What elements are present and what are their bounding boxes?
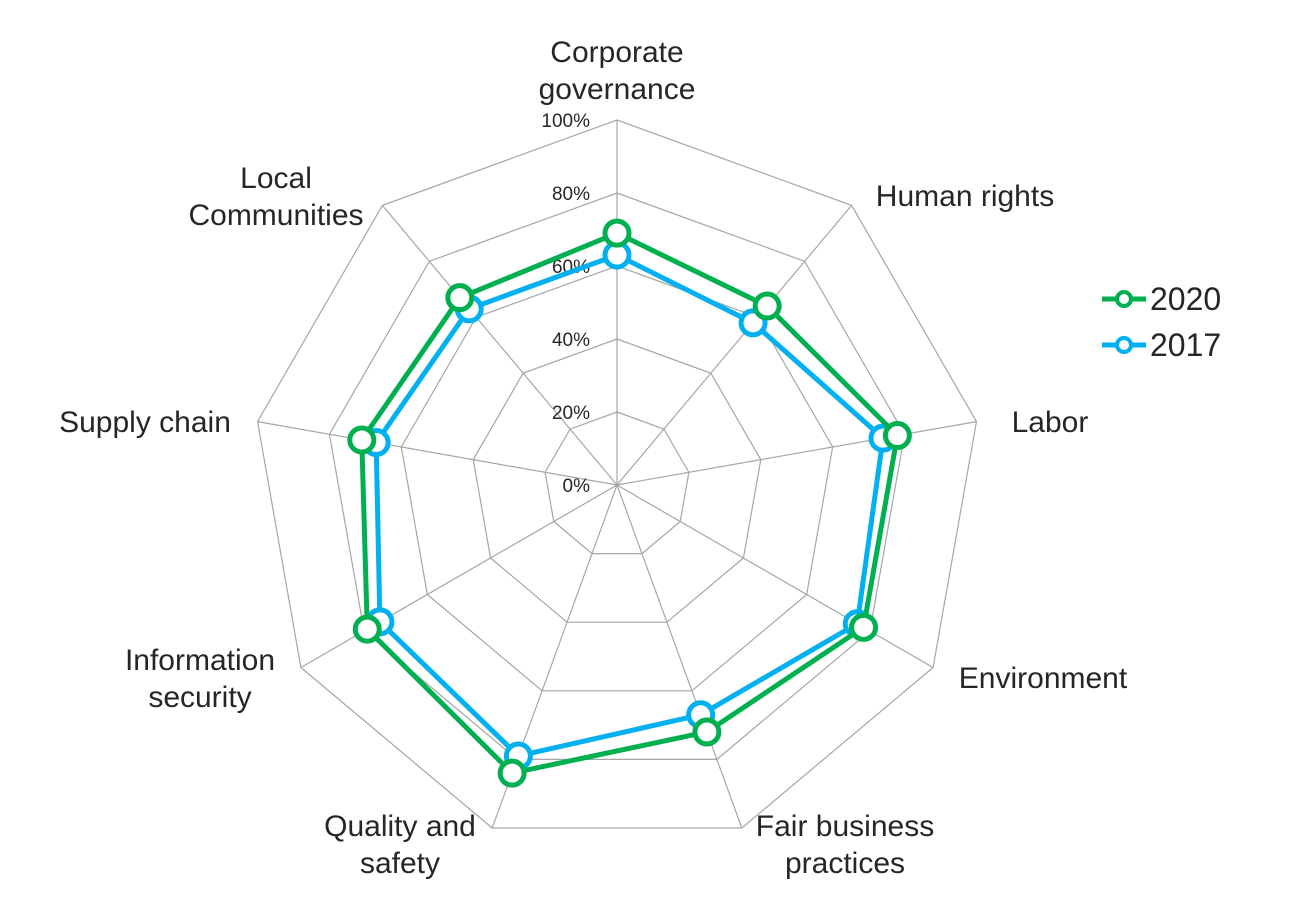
category-label: Supply chain xyxy=(59,406,231,439)
series-line xyxy=(373,252,886,759)
category-label: Fair business practices xyxy=(756,810,934,880)
category-label: Human rights xyxy=(876,180,1054,213)
legend-label-2020: 2020 xyxy=(1150,280,1222,317)
data-point-marker xyxy=(752,291,782,321)
series-line xyxy=(359,230,900,776)
grid-ring xyxy=(256,119,978,829)
data-point-marker xyxy=(692,717,722,747)
tick-label: 0% xyxy=(563,476,591,497)
data-point-marker xyxy=(882,421,912,451)
series-2017 xyxy=(361,240,898,771)
series-2020 xyxy=(347,218,912,788)
tick-label: 40% xyxy=(552,330,590,351)
category-label: Labor xyxy=(1012,406,1089,439)
tick-label: 20% xyxy=(552,403,590,424)
grid-ring xyxy=(472,338,762,623)
category-label: Corporate governance xyxy=(539,36,696,106)
legend-item-2017: 2017 xyxy=(1100,322,1221,368)
tick-label: 80% xyxy=(552,184,590,205)
radar-grid xyxy=(256,119,978,829)
data-point-marker xyxy=(445,283,475,313)
radial-tick-labels: 0%20%40%60%80%100% xyxy=(541,111,590,497)
grid-spoke xyxy=(381,205,618,486)
legend: 2020 2017 xyxy=(1100,276,1221,368)
legend-label-2017: 2017 xyxy=(1150,326,1222,363)
data-point-marker xyxy=(602,218,632,248)
data-point-marker xyxy=(347,425,377,455)
grid-ring xyxy=(544,411,690,555)
grid-spoke xyxy=(616,205,853,486)
grid-spoke xyxy=(616,484,934,669)
category-label: Quality and safety xyxy=(324,810,476,880)
tick-label: 100% xyxy=(541,111,590,132)
data-point-marker xyxy=(352,614,382,644)
legend-marker-2020-icon xyxy=(1102,290,1146,308)
grid-ring xyxy=(328,192,906,760)
data-point-marker xyxy=(497,758,527,788)
category-labels: Corporate governance Human rights Labor Envi… xyxy=(59,36,1128,880)
category-label: Environment xyxy=(959,662,1128,695)
grid-spoke xyxy=(300,484,618,669)
legend-item-2020: 2020 xyxy=(1100,276,1221,322)
grid-spoke xyxy=(616,484,743,829)
legend-marker-2017-icon xyxy=(1102,336,1146,354)
category-label: Local Communities xyxy=(188,162,363,232)
grid-spoke xyxy=(616,421,977,486)
grid-spoke xyxy=(257,421,618,486)
grid-ring xyxy=(400,265,834,692)
data-point-marker xyxy=(849,612,879,642)
data-series xyxy=(347,218,912,788)
category-label: Information security xyxy=(125,644,275,714)
